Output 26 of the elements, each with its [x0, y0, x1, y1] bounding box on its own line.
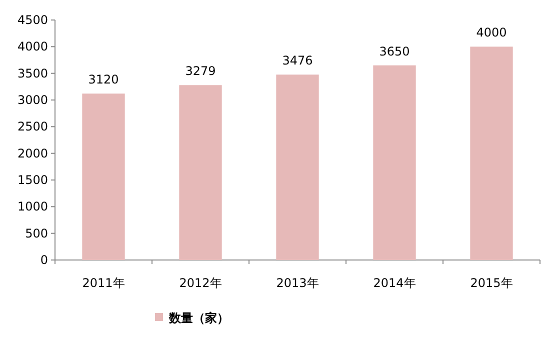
- y-tick-label: 1000: [17, 200, 48, 214]
- y-tick-label: 1500: [17, 173, 48, 187]
- legend-label: 数量（家）: [168, 311, 229, 325]
- y-tick-label: 0: [40, 253, 48, 267]
- x-tick-label: 2011年: [82, 276, 125, 290]
- y-tick-label: 4500: [17, 13, 48, 27]
- y-tick-label: 3500: [17, 66, 48, 80]
- x-tick-label: 2014年: [373, 276, 416, 290]
- y-tick-label: 2500: [17, 120, 48, 134]
- x-tick-label: 2015年: [470, 276, 513, 290]
- data-label: 3279: [185, 64, 216, 78]
- y-tick-label: 4000: [17, 40, 48, 54]
- bar: [82, 94, 125, 260]
- x-tick-label: 2013年: [276, 276, 319, 290]
- bar: [373, 65, 416, 260]
- x-tick-label: 2012年: [179, 276, 222, 290]
- y-tick-label: 3000: [17, 93, 48, 107]
- data-label: 4000: [476, 26, 507, 40]
- y-tick-label: 500: [25, 226, 48, 240]
- bar: [470, 46, 513, 260]
- bar: [179, 85, 222, 260]
- bar: [276, 74, 319, 260]
- y-tick-label: 2000: [17, 146, 48, 160]
- data-label: 3120: [88, 72, 119, 87]
- data-label: 3650: [379, 44, 410, 58]
- data-label: 3476: [282, 54, 313, 68]
